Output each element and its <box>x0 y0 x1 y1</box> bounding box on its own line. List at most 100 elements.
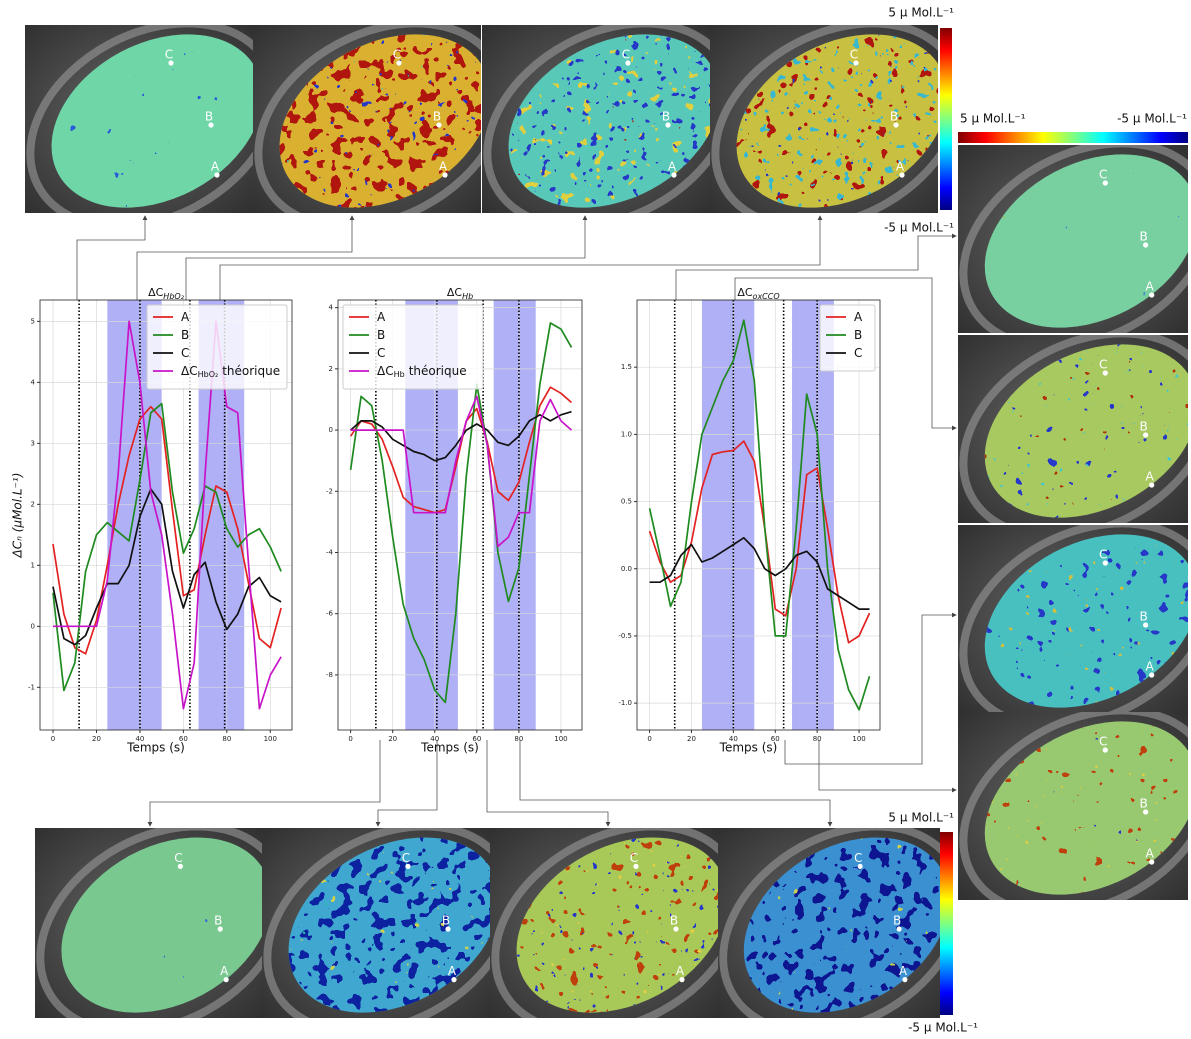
y-tick-label: 2 <box>31 500 35 508</box>
map-rim <box>483 25 710 213</box>
chart: 0 20 40 60 80 100 -1.0 -0.5 0.0 0.5 1.0 1.5 ΔCoxCCO T… <box>618 286 881 755</box>
chart-title-main: ΔC <box>148 286 164 299</box>
y-tick-label: 0 <box>329 426 333 434</box>
x-tick-label: 80 <box>813 735 822 743</box>
map-point <box>1102 370 1108 376</box>
x-tick-label: 20 <box>92 735 101 743</box>
legend-label: ΔCHbO₂ théorique <box>181 364 280 379</box>
map-rim <box>254 25 481 213</box>
map-point-label: B <box>1139 230 1147 244</box>
map-point <box>625 60 631 66</box>
legend-name: C <box>377 346 385 360</box>
map-point <box>177 863 183 870</box>
map-image: A B C <box>25 25 253 213</box>
map-point-label: B <box>1139 797 1147 811</box>
legend-name: A <box>854 310 863 324</box>
map-point-label: B <box>433 110 441 124</box>
series-line <box>648 440 871 644</box>
stimulus-span <box>792 300 834 730</box>
map-point-label: A <box>211 160 220 174</box>
legend-name: C <box>854 346 862 360</box>
colorbar-max: 5 µ Mol.L⁻¹ <box>888 811 954 825</box>
series-line <box>52 402 282 692</box>
colorbar-min: -5 µ Mol.L⁻¹ <box>884 221 954 235</box>
connector <box>818 740 957 793</box>
y-tick-label: -2 <box>326 487 333 495</box>
map-point <box>1102 560 1108 566</box>
map-point <box>214 172 220 178</box>
map-point <box>445 926 451 932</box>
map-point <box>1143 432 1149 438</box>
map-point <box>451 976 457 983</box>
map-point <box>1149 859 1155 865</box>
map-point <box>208 122 214 128</box>
y-tick-label: -1 <box>28 683 35 691</box>
map-point-label: A <box>896 160 905 174</box>
map-point-label: B <box>890 110 898 124</box>
map-point <box>853 60 859 66</box>
map-point-label: C <box>622 48 630 62</box>
map-point <box>405 863 411 870</box>
x-tick-label: 100 <box>852 735 865 743</box>
map-rim <box>36 828 263 1019</box>
y-tick-label: 2 <box>329 365 333 373</box>
x-tick-label: 40 <box>430 735 439 743</box>
map-point <box>396 60 402 66</box>
map-rim <box>959 145 1188 333</box>
map-image: A B C <box>710 25 938 213</box>
legend-name: A <box>377 310 386 324</box>
map-point-label: B <box>214 913 222 927</box>
x-tick-label: 80 <box>222 735 231 743</box>
map-point <box>1143 809 1149 815</box>
map-point <box>633 863 639 870</box>
legend-label: B <box>377 328 385 342</box>
colorbar-min: -5 µ Mol.L⁻¹ <box>908 1021 978 1035</box>
x-tick-label: 20 <box>388 735 397 743</box>
map-rim <box>719 828 940 1019</box>
legend-label: B <box>181 328 189 342</box>
legend-name: B <box>854 328 862 342</box>
map-image: A B C <box>958 145 1188 333</box>
colorbars: 5 µ Mol.L⁻¹ -5 µ Mol.L⁻¹ 5 µ Mol.L⁻¹ -5 … <box>884 6 1188 1035</box>
map-image: A B C <box>958 525 1188 713</box>
map-point <box>679 976 685 983</box>
map-point-label: B <box>670 913 678 927</box>
map-image: A B C <box>958 712 1188 900</box>
map-image: A B C <box>958 335 1188 523</box>
y-tick-label: 3 <box>31 439 35 447</box>
legend-label: C <box>377 346 385 360</box>
y-tick-label: -0.5 <box>618 632 632 640</box>
chart-title: ΔCHb <box>447 286 473 301</box>
legend-name: A <box>181 310 190 324</box>
map-point-label: B <box>893 913 901 927</box>
legend-label: ΔCHb théorique <box>377 364 467 379</box>
series-line <box>350 395 573 548</box>
map-point <box>1102 180 1108 186</box>
stimulus-span <box>701 300 755 730</box>
x-tick-label: 0 <box>348 735 352 743</box>
legend-name: ΔC <box>181 364 198 378</box>
chart-title-sub: Hb <box>462 292 473 301</box>
map-point-label: B <box>205 110 213 124</box>
map-point-label: B <box>442 913 450 927</box>
series-line <box>648 319 871 711</box>
x-tick-label: 20 <box>687 735 696 743</box>
series-line <box>52 488 282 646</box>
y-tick-label: 4 <box>329 304 334 312</box>
map-image: A B C <box>482 25 710 213</box>
legend-name: B <box>181 328 189 342</box>
map-point <box>1149 292 1155 298</box>
plot-frame <box>636 299 881 731</box>
series-line <box>349 322 573 704</box>
map-image: A B C <box>262 828 490 1019</box>
y-tick-label: 0.0 <box>621 565 632 573</box>
map-point-label: A <box>1146 847 1155 861</box>
map-point-label: A <box>676 964 685 978</box>
colorbar <box>940 832 953 1015</box>
legend-name-sub: Hb <box>394 370 405 379</box>
connector <box>784 612 957 765</box>
legend-box <box>146 304 288 390</box>
